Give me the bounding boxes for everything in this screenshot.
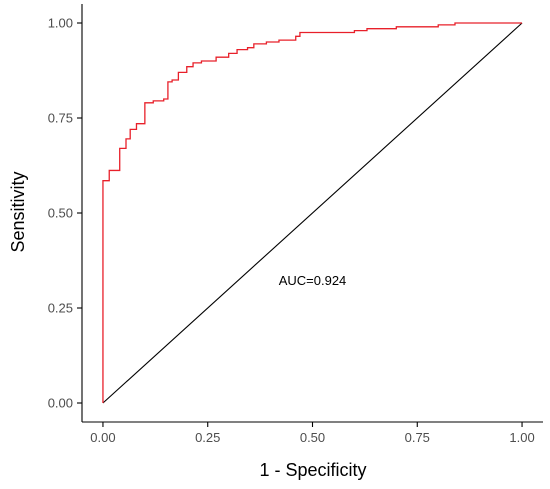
y-tick-label: 1.00 bbox=[48, 16, 73, 31]
auc-annotation: AUC=0.924 bbox=[279, 273, 347, 288]
x-tick-label: 0.75 bbox=[405, 430, 430, 445]
x-tick-label: 0.50 bbox=[300, 430, 325, 445]
y-tick-label: 0.50 bbox=[48, 206, 73, 221]
x-tick-label: 0.25 bbox=[195, 430, 220, 445]
roc-curve-line bbox=[102, 22, 523, 403]
plot-area bbox=[102, 22, 523, 404]
ticks: 0.00 0.25 0.50 0.75 1.00 0.00 0.25 0.50 0.75 1.00 bbox=[48, 16, 535, 446]
y-tick-label: 0.75 bbox=[48, 111, 73, 126]
y-tick-label: 0.00 bbox=[48, 396, 73, 411]
x-tick-label: 1.00 bbox=[509, 430, 534, 445]
reference-diagonal-line bbox=[102, 22, 523, 404]
x-axis-title: 1 - Specificity bbox=[259, 460, 366, 480]
x-tick-label: 0.00 bbox=[90, 430, 115, 445]
y-tick-label: 0.25 bbox=[48, 301, 73, 316]
y-axis-title: Sensitivity bbox=[8, 171, 28, 252]
